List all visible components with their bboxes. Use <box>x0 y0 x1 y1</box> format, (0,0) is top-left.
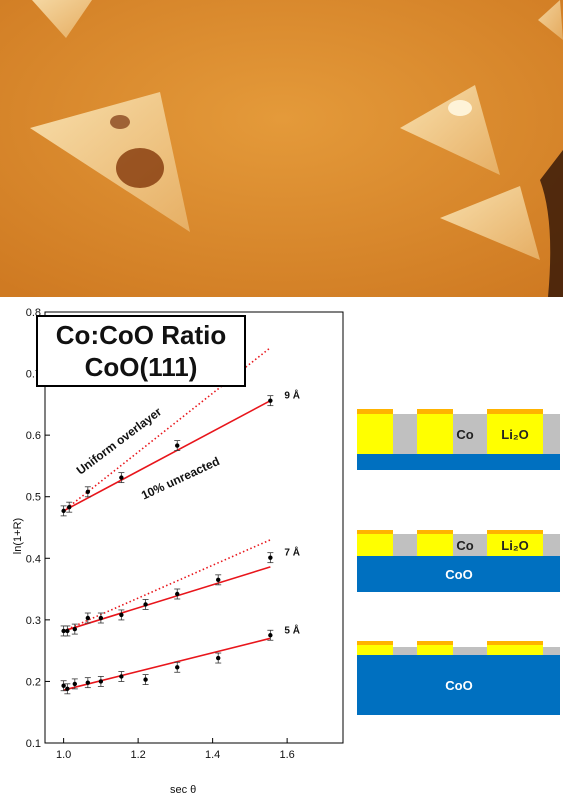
island-top-left <box>32 0 92 38</box>
li2o-column <box>487 534 543 556</box>
cap-layer <box>357 530 393 534</box>
fit-line <box>63 637 271 691</box>
y-tick-label: 0.2 <box>26 676 41 688</box>
data-point <box>268 398 273 403</box>
data-point <box>119 612 124 618</box>
x-axis-label: sec θ <box>170 784 197 796</box>
y-tick-label: 0.5 <box>26 492 41 504</box>
label-co: Co <box>456 538 473 553</box>
li2o-column <box>417 645 453 655</box>
li2o-column <box>357 414 393 454</box>
li2o-column <box>357 534 393 556</box>
fit-line <box>63 566 271 632</box>
data-point <box>216 577 221 583</box>
series-label: 9 Å <box>284 389 300 402</box>
annotation-uniform-overlayer: Uniform overlayer <box>74 404 165 477</box>
data-point <box>72 681 78 687</box>
data-point <box>65 686 70 692</box>
series-label: 7 Å <box>284 546 300 559</box>
label-substrate: CoO <box>445 678 472 693</box>
data-point <box>216 655 221 661</box>
data-point <box>175 591 180 597</box>
fit-line <box>63 399 271 512</box>
x-tick-label: 1.2 <box>130 749 145 761</box>
title-line-2: CoO(111) <box>84 352 198 382</box>
data-point <box>98 679 104 684</box>
data-point <box>61 628 66 634</box>
y-tick-label: 0.4 <box>26 553 41 565</box>
substrate <box>357 454 560 470</box>
stm-image <box>0 0 563 297</box>
island-right <box>400 85 500 175</box>
chart: 0.10.20.30.40.50.60.70.81.0 1.2 1.4 1.69 Å7… <box>26 307 344 761</box>
label-li2o: Li₂O <box>501 538 528 553</box>
cap-layer <box>487 530 543 534</box>
data-point <box>175 443 180 448</box>
x-tick-label: 1.0 <box>56 749 71 761</box>
cap-layer <box>417 409 453 414</box>
cap-layer <box>487 409 543 414</box>
x-tick-label: 1.6 <box>279 749 294 761</box>
label-li2o: Li₂O <box>501 427 528 442</box>
x-tick-label: 1.4 <box>205 749 220 761</box>
li2o-column <box>417 534 453 556</box>
substrate <box>357 655 560 715</box>
cap-layer <box>357 409 393 414</box>
data-point <box>143 602 148 607</box>
li2o-column <box>417 414 453 454</box>
cap-layer <box>417 530 453 534</box>
label-substrate: CoO <box>445 567 472 582</box>
island-top-right <box>538 0 563 40</box>
y-tick-label: 0.6 <box>26 430 41 442</box>
title-line-1: Co:CoO Ratio <box>55 320 227 350</box>
data-point <box>119 674 124 679</box>
data-point <box>268 555 273 560</box>
cap-layer <box>417 641 453 645</box>
data-point <box>85 615 91 621</box>
data-point <box>175 665 180 670</box>
data-point <box>72 626 78 632</box>
data-point <box>85 489 91 494</box>
data-point <box>268 633 273 638</box>
li2o-column <box>487 645 543 655</box>
y-tick-label: 0.1 <box>26 738 41 750</box>
data-point <box>65 628 70 634</box>
chart-title: Co:CoO Ratio CoO(111) <box>36 315 246 387</box>
y-axis-label: ln(1+R) <box>12 517 24 555</box>
data-point <box>85 680 91 685</box>
label-co: Co <box>456 427 473 442</box>
co-layer <box>357 647 560 655</box>
data-point <box>143 677 148 682</box>
data-point <box>61 683 66 688</box>
layer-diagrams: Co Li₂O Co Li₂O CoO CoO <box>357 409 560 715</box>
substrate <box>357 556 560 592</box>
annotation-10pct-unreacted: 10% unreacted <box>139 454 222 502</box>
cap-layer <box>487 641 543 645</box>
island-lower-right <box>440 186 540 260</box>
uniform-overlayer-line <box>63 539 271 632</box>
plot-frame <box>44 311 344 744</box>
li2o-column <box>357 645 393 655</box>
series-label: 5 Å <box>284 623 300 636</box>
data-point <box>119 475 124 480</box>
data-point <box>98 615 104 621</box>
y-tick-label: 0.3 <box>26 615 41 627</box>
data-point <box>67 504 72 510</box>
li2o-column <box>487 414 543 454</box>
data-point <box>61 508 66 514</box>
island-left <box>30 92 190 232</box>
cap-layer <box>357 641 393 645</box>
